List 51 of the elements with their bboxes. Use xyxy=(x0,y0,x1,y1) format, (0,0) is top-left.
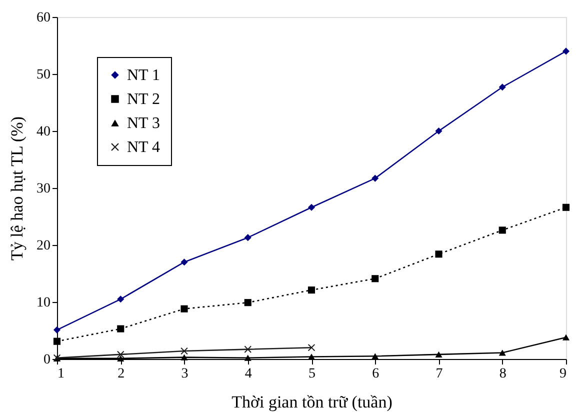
y-tick-label: 60 xyxy=(36,10,50,26)
point xyxy=(372,174,379,182)
x-tick-label: 3 xyxy=(181,366,188,382)
point xyxy=(117,325,124,332)
x-tick-label: 4 xyxy=(244,366,252,382)
point xyxy=(180,305,188,312)
y-axis-title: Tỷ lệ hao hụt TL (%) xyxy=(8,116,26,260)
point xyxy=(53,338,61,345)
point xyxy=(372,275,379,282)
x-tick-label: 8 xyxy=(499,366,506,382)
x-tick-label: 6 xyxy=(372,366,380,382)
x-tick-label: 7 xyxy=(436,366,443,382)
point xyxy=(53,326,61,334)
legend-label: NT 1 xyxy=(127,67,160,84)
legend-label: NT 2 xyxy=(127,91,160,108)
x-tick-label: 2 xyxy=(118,366,125,382)
point xyxy=(562,48,570,55)
point xyxy=(435,351,442,358)
point xyxy=(372,353,379,360)
y-tick-label: 40 xyxy=(36,124,50,140)
y-tick-label: 20 xyxy=(36,238,50,254)
point xyxy=(244,234,252,242)
point xyxy=(117,350,124,358)
x-axis-title: Thời gian tồn trữ (tuần) xyxy=(232,392,392,412)
x-tick-label: 9 xyxy=(560,366,566,382)
y-tick-label: 10 xyxy=(36,296,50,310)
point xyxy=(308,354,316,360)
point xyxy=(117,355,124,362)
legend-label: NT 3 xyxy=(127,115,160,132)
point xyxy=(498,84,506,91)
point xyxy=(117,296,124,303)
point xyxy=(244,346,252,353)
point xyxy=(244,299,252,306)
point xyxy=(498,226,506,234)
point xyxy=(308,344,316,352)
point xyxy=(308,286,316,294)
y-tick-label: 30 xyxy=(36,182,50,196)
point xyxy=(498,350,506,356)
x-tick-label: 5 xyxy=(308,366,316,382)
legend-label: NT 4 xyxy=(127,139,160,156)
y-tick-label: 0 xyxy=(44,352,50,368)
point xyxy=(180,258,188,266)
y-tick-label: 50 xyxy=(36,68,50,82)
point xyxy=(562,204,570,211)
point xyxy=(435,250,442,258)
point xyxy=(180,354,188,360)
point xyxy=(308,204,316,211)
point xyxy=(435,127,442,135)
point xyxy=(562,334,570,340)
point xyxy=(244,354,252,361)
x-tick-label: 1 xyxy=(58,366,64,382)
